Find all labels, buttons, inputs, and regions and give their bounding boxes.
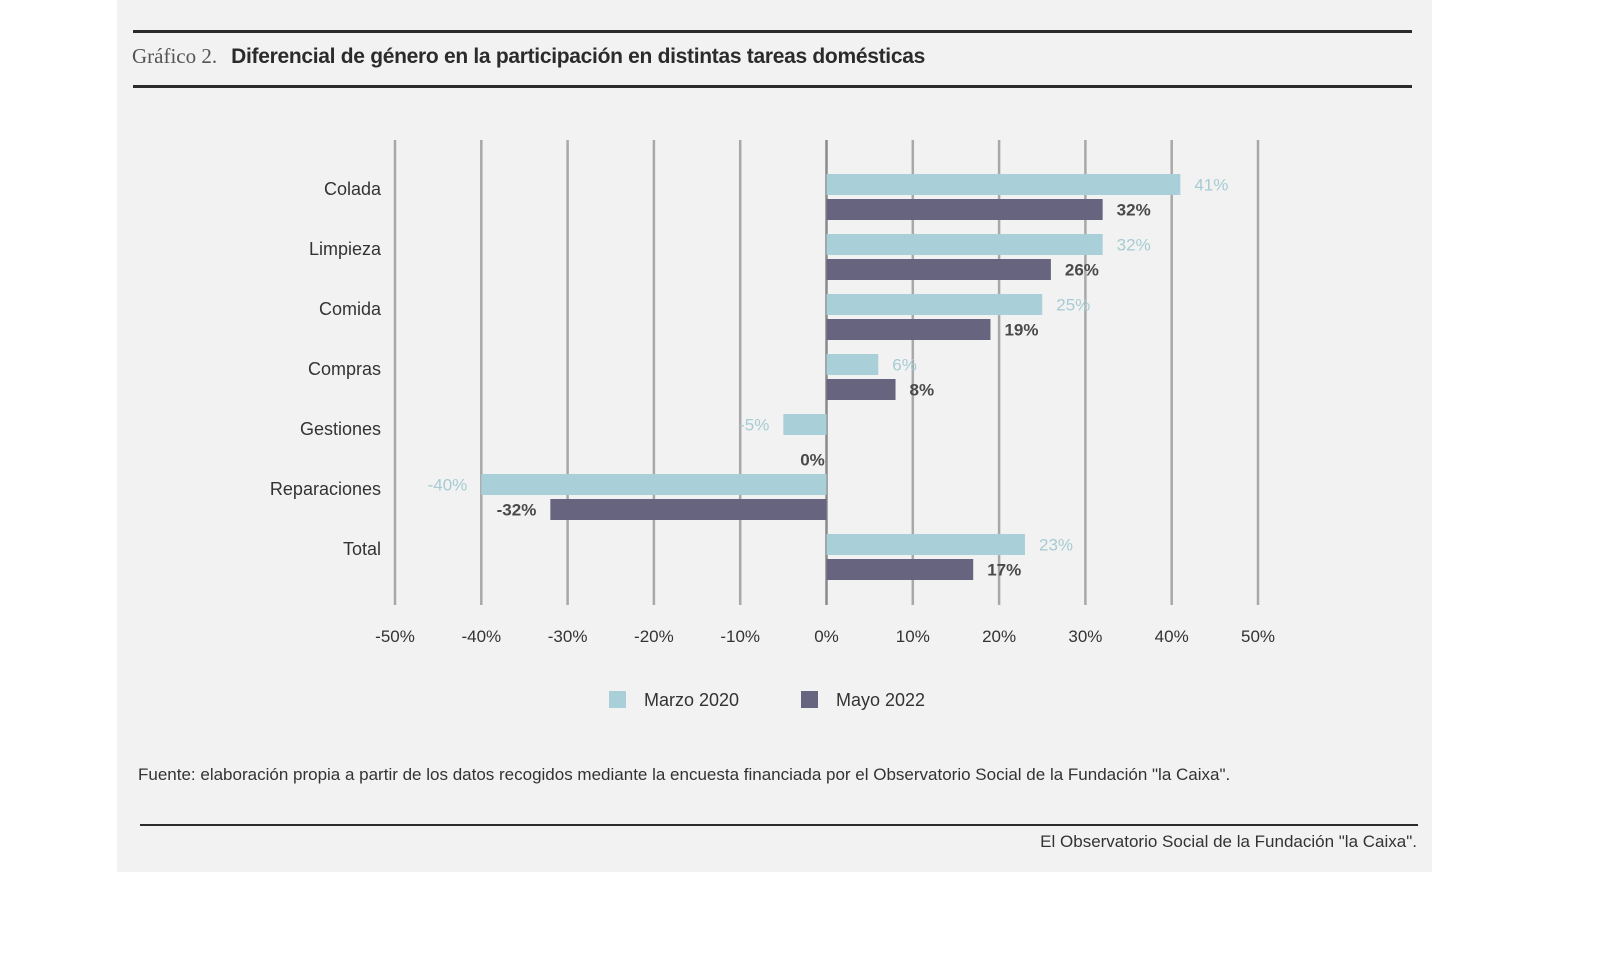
x-tick-label: 20% bbox=[982, 627, 1016, 646]
bar-mayo-2022 bbox=[826, 319, 991, 340]
data-label: -40% bbox=[428, 476, 468, 495]
data-label: -32% bbox=[497, 501, 537, 520]
category-label: Limpieza bbox=[309, 239, 382, 259]
bar-marzo-2020 bbox=[826, 234, 1103, 255]
data-label: 32% bbox=[1117, 201, 1151, 220]
category-label: Gestiones bbox=[300, 419, 381, 439]
bar-marzo-2020 bbox=[826, 294, 1043, 315]
chart-title: Gráfico 2. Diferencial de género en la pa… bbox=[132, 44, 925, 69]
bar-marzo-2020 bbox=[826, 534, 1025, 555]
x-tick-label: -20% bbox=[634, 627, 674, 646]
data-label: -5% bbox=[739, 416, 769, 435]
legend-swatch bbox=[801, 691, 818, 708]
x-tick-label: 50% bbox=[1241, 627, 1275, 646]
data-label: 32% bbox=[1117, 236, 1151, 255]
x-tick-label: -30% bbox=[548, 627, 588, 646]
legend-label: Mayo 2022 bbox=[836, 690, 925, 710]
bar-mayo-2022 bbox=[826, 559, 974, 580]
top-rule bbox=[133, 30, 1412, 33]
data-label: 0% bbox=[800, 451, 825, 470]
category-label: Colada bbox=[324, 179, 382, 199]
bar-mayo-2022 bbox=[826, 259, 1051, 280]
chart-card bbox=[117, 0, 1432, 872]
legend-label: Marzo 2020 bbox=[644, 690, 739, 710]
legend-swatch bbox=[609, 691, 626, 708]
x-tick-label: 0% bbox=[814, 627, 839, 646]
x-tick-label: -40% bbox=[461, 627, 501, 646]
data-label: 25% bbox=[1056, 296, 1090, 315]
x-tick-label: 10% bbox=[896, 627, 930, 646]
data-label: 6% bbox=[892, 356, 917, 375]
data-label: 41% bbox=[1194, 176, 1228, 195]
footer-rule bbox=[140, 824, 1418, 826]
bar-mayo-2022 bbox=[826, 379, 896, 400]
data-label: 23% bbox=[1039, 536, 1073, 555]
data-label: 19% bbox=[1004, 321, 1038, 340]
data-label: 8% bbox=[910, 381, 935, 400]
data-label: 26% bbox=[1065, 261, 1099, 280]
category-label: Comida bbox=[319, 299, 382, 319]
bar-marzo-2020 bbox=[826, 174, 1181, 195]
title-text: Diferencial de género en la participació… bbox=[231, 45, 925, 68]
bar-mayo-2022 bbox=[550, 499, 827, 520]
data-label: 17% bbox=[987, 561, 1021, 580]
x-tick-label: -10% bbox=[720, 627, 760, 646]
bar-mayo-2022 bbox=[826, 199, 1103, 220]
x-tick-label: 40% bbox=[1155, 627, 1189, 646]
credit-text: El Observatorio Social de la Fundación "… bbox=[1040, 832, 1417, 851]
category-label: Compras bbox=[308, 359, 381, 379]
category-label: Total bbox=[343, 539, 381, 559]
x-tick-label: -50% bbox=[375, 627, 415, 646]
x-tick-label: 30% bbox=[1068, 627, 1102, 646]
bar-marzo-2020 bbox=[826, 354, 879, 375]
bar-marzo-2020 bbox=[783, 414, 827, 435]
bar-marzo-2020 bbox=[481, 474, 827, 495]
source-note: Fuente: elaboración propia a partir de l… bbox=[138, 765, 1231, 784]
category-label: Reparaciones bbox=[270, 479, 381, 499]
figure-label: Gráfico 2. bbox=[132, 44, 218, 68]
title-rule bbox=[133, 85, 1412, 88]
